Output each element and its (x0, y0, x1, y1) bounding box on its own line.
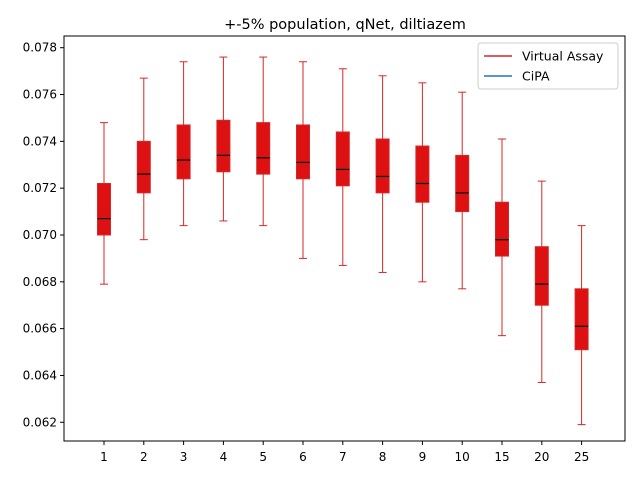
x-tick-label: 15 (494, 450, 509, 464)
box-4 (216, 56, 231, 222)
box-20 (534, 180, 549, 383)
y-tick-label: 0.076 (23, 88, 57, 102)
box-3 (176, 61, 191, 227)
x-tick-label: 6 (299, 450, 307, 464)
box-iqr (455, 154, 470, 213)
x-tick-label: 8 (379, 450, 387, 464)
box-1 (97, 122, 111, 285)
box-iqr (97, 182, 111, 236)
legend-label: Virtual Assay (522, 49, 604, 64)
box-iqr (256, 122, 271, 175)
x-tick-label: 25 (574, 450, 589, 464)
box-5 (256, 56, 271, 227)
y-tick-label: 0.078 (23, 41, 57, 55)
chart-title: +-5% population, qNet, diltiazem (224, 17, 466, 33)
box-10 (455, 91, 470, 290)
box-iqr (574, 288, 589, 351)
legend-box (477, 42, 619, 90)
y-tick-label: 0.062 (23, 415, 57, 429)
box-8 (375, 75, 390, 273)
box-iqr (216, 119, 231, 173)
axes-layer: 0.062 0.064 0.066 0.068 0.070 0.072 0.074 0.076… (23, 35, 626, 464)
legend-entry: Virtual Assay (484, 49, 604, 64)
x-tick-label: 9 (419, 450, 427, 464)
x-tick-label: 4 (220, 450, 228, 464)
x-tick-label: 20 (534, 450, 549, 464)
box-9 (415, 82, 430, 283)
x-tick-label: 1 (100, 450, 108, 464)
box-6 (296, 61, 310, 259)
box-iqr (176, 124, 191, 180)
y-tick-label: 0.068 (23, 275, 57, 289)
y-tick-label: 0.070 (23, 228, 57, 242)
box-iqr (495, 201, 509, 257)
legend-entry: CiPA (484, 69, 550, 84)
legend: Virtual Assay CiPA (477, 42, 619, 90)
boxes-layer (97, 56, 589, 426)
y-tick-label: 0.074 (23, 134, 57, 148)
x-tick-label: 7 (339, 450, 347, 464)
plot-frame (63, 35, 626, 442)
y-tick-label: 0.072 (23, 181, 57, 195)
x-tick-label: 5 (259, 450, 267, 464)
box-15 (495, 138, 509, 337)
box-7 (335, 68, 350, 266)
y-tick-label: 0.064 (23, 368, 57, 382)
x-tick-label: 10 (455, 450, 470, 464)
box-iqr (534, 246, 549, 306)
box-iqr (136, 140, 151, 194)
box-iqr (375, 138, 390, 194)
box-iqr (335, 131, 350, 187)
legend-label: CiPA (522, 69, 550, 84)
x-tick-label: 3 (180, 450, 188, 464)
box-25 (574, 225, 589, 426)
y-tick-label: 0.066 (23, 322, 57, 336)
box-2 (136, 77, 151, 241)
box-iqr (415, 145, 430, 203)
box-iqr (296, 124, 310, 180)
x-tick-label: 2 (140, 450, 148, 464)
